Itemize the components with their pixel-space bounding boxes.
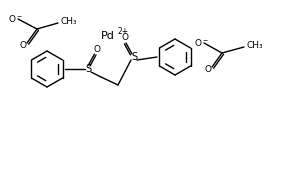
Text: S: S <box>131 52 137 62</box>
Text: O$^-$: O$^-$ <box>194 37 209 47</box>
Text: O: O <box>20 41 26 49</box>
Text: O: O <box>94 45 100 54</box>
Text: O: O <box>122 33 128 43</box>
Text: O$^-$: O$^-$ <box>8 12 23 24</box>
Text: CH₃: CH₃ <box>247 41 263 50</box>
Text: Pd: Pd <box>101 31 115 41</box>
Text: S: S <box>85 64 91 74</box>
Text: O: O <box>205 64 212 73</box>
Text: CH₃: CH₃ <box>61 18 77 26</box>
Text: 2+: 2+ <box>118 26 129 35</box>
